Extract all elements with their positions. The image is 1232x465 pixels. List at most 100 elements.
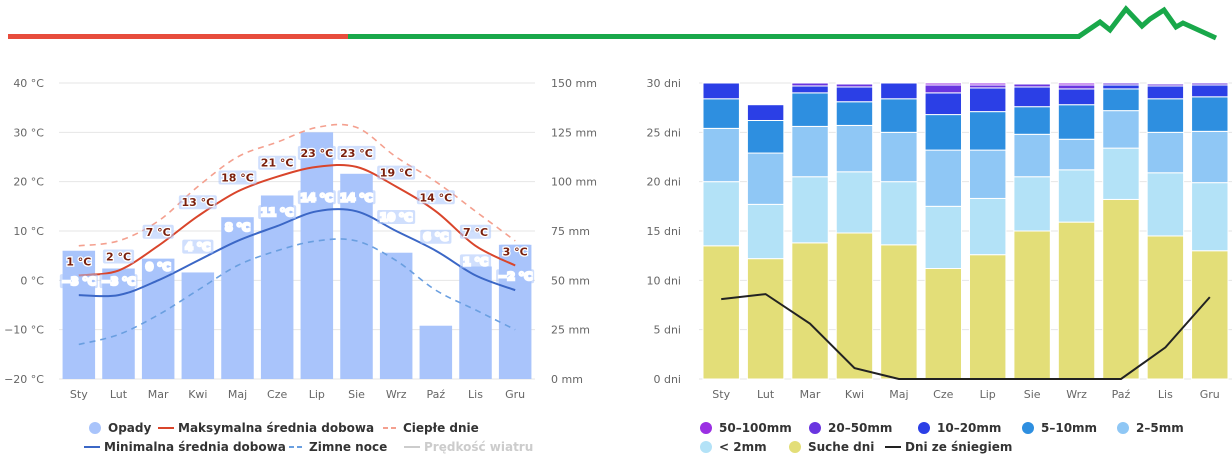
dashed-series-line — [78, 123, 516, 247]
x-tick-label: Lip — [980, 388, 996, 401]
stacked-bar-segment — [924, 82, 963, 86]
brand-header — [8, 5, 1218, 41]
data-label: −3 °C — [101, 275, 135, 288]
data-label-background — [337, 145, 376, 160]
y-left-tick-label: −20 °C — [4, 373, 44, 386]
stacked-bar-segment — [880, 82, 918, 100]
y-left-tick-label: 0 °C — [20, 274, 44, 287]
x-tick-label: Sty — [712, 388, 730, 401]
y-left-tick-label: 20 °C — [13, 176, 44, 189]
y-tick-label: 25 dni — [646, 126, 681, 139]
y-left-tick-label: 10 °C — [13, 225, 44, 238]
stacked-bar-segment — [1146, 85, 1185, 100]
y-tick-label: 5 dni — [653, 324, 681, 337]
data-label-background — [218, 170, 257, 185]
stacked-bar-segment — [791, 242, 829, 380]
x-tick-label: Sie — [1024, 388, 1041, 401]
header-green-bar — [348, 34, 1080, 39]
legend-label: 20–50mm — [828, 421, 892, 435]
stacked-bar-segment — [968, 82, 1007, 86]
stacked-bar-segment — [1013, 106, 1051, 135]
x-tick-label: Lut — [110, 388, 128, 401]
data-label-background — [337, 190, 376, 205]
precipitation-bar — [62, 250, 96, 379]
stacked-bar-segment — [1057, 84, 1096, 90]
x-tick-label: Paź — [427, 388, 446, 401]
legend-label: 50–100mm — [719, 421, 792, 435]
stacked-bar-segment — [835, 82, 874, 85]
x-tick-label: Gru — [1200, 388, 1220, 401]
data-label: 0 °C — [146, 260, 171, 273]
stacked-bar-segment — [924, 114, 963, 151]
legend-marker — [809, 422, 821, 434]
legend-label: 2–5mm — [1136, 421, 1184, 435]
y-right-tick-label: 150 mm — [551, 77, 597, 90]
rain-days-chart: 30 dni 25 dni 20 dni 15 dni 10 dni 5 dni 0 dni… — [646, 77, 1232, 454]
legend-marker — [700, 441, 712, 453]
data-label-background — [99, 274, 138, 289]
y-right-tick-label: 25 mm — [551, 324, 590, 337]
stacked-bar-segment — [924, 149, 963, 207]
data-label: 1 °C — [463, 255, 488, 268]
stacked-bar-segment — [791, 125, 829, 178]
data-label: 18 °C — [221, 172, 254, 185]
x-tick-label: Mar — [148, 388, 169, 401]
legend-label: Opady — [108, 421, 151, 435]
data-label-background — [297, 145, 336, 160]
x-tick-label: Wrz — [386, 388, 407, 401]
stacked-bar-segment — [1191, 250, 1229, 380]
stacked-bar-segment — [1191, 82, 1229, 86]
y-right-tick-label: 125 mm — [551, 126, 597, 139]
stacked-bar-segment — [702, 127, 740, 183]
x-tick-label: Wrz — [1066, 388, 1087, 401]
stacked-bar-segment — [968, 111, 1007, 151]
legend-label: < 2mm — [719, 440, 767, 454]
x-tick-label: Sty — [70, 388, 88, 401]
stacked-bar-segment — [702, 98, 740, 129]
stacked-bar-segment — [1057, 221, 1096, 380]
precipitation-bar — [260, 195, 294, 379]
data-label-background — [102, 249, 135, 264]
stacked-bar-segment — [968, 254, 1007, 380]
data-label: 14 °C — [340, 191, 373, 204]
legend-label: 5–10mm — [1041, 421, 1097, 435]
data-label-background — [182, 239, 214, 254]
stacked-bar-segment — [968, 197, 1007, 256]
data-label-background — [420, 229, 452, 244]
x-tick-label: Maj — [228, 388, 247, 401]
data-label: 7 °C — [463, 226, 488, 239]
data-label-background — [496, 269, 535, 284]
data-label: 19 °C — [380, 167, 413, 180]
precipitation-bar — [379, 252, 413, 379]
stacked-bar-segment — [1146, 131, 1185, 174]
stacked-bar-segment — [1057, 88, 1096, 106]
x-tick-label: Gru — [505, 388, 525, 401]
stacked-bar-segment — [1013, 133, 1051, 178]
series-line — [78, 208, 516, 298]
legend-marker — [700, 422, 712, 434]
x-tick-label: Kwi — [188, 388, 207, 401]
data-label-background — [142, 259, 174, 274]
x-tick-label: Cze — [933, 388, 953, 401]
dashed-series-line — [78, 238, 516, 346]
legend-label: Prędkość wiatru — [424, 440, 533, 454]
x-tick-label: Paź — [1112, 388, 1131, 401]
legend-marker — [89, 422, 101, 434]
y-tick-label: 15 dni — [646, 225, 681, 238]
stacked-bar-segment — [1013, 230, 1051, 380]
stacked-bar-segment — [924, 84, 963, 94]
data-label-background — [416, 190, 455, 205]
data-label-background — [377, 210, 416, 224]
data-label: 6 °C — [423, 231, 448, 244]
precipitation-bar — [141, 258, 175, 379]
stacked-bar-segment — [746, 152, 785, 205]
legend-marker — [1117, 422, 1129, 434]
stacked-bar-segment — [1013, 86, 1051, 108]
precipitation-bar — [340, 173, 373, 379]
data-label: 23 °C — [300, 147, 333, 160]
stacked-bar-segment — [835, 86, 874, 103]
legend-label: Ciepłe dnie — [403, 421, 479, 435]
stacked-bar-segment — [1191, 84, 1229, 98]
data-label-background — [178, 195, 217, 210]
